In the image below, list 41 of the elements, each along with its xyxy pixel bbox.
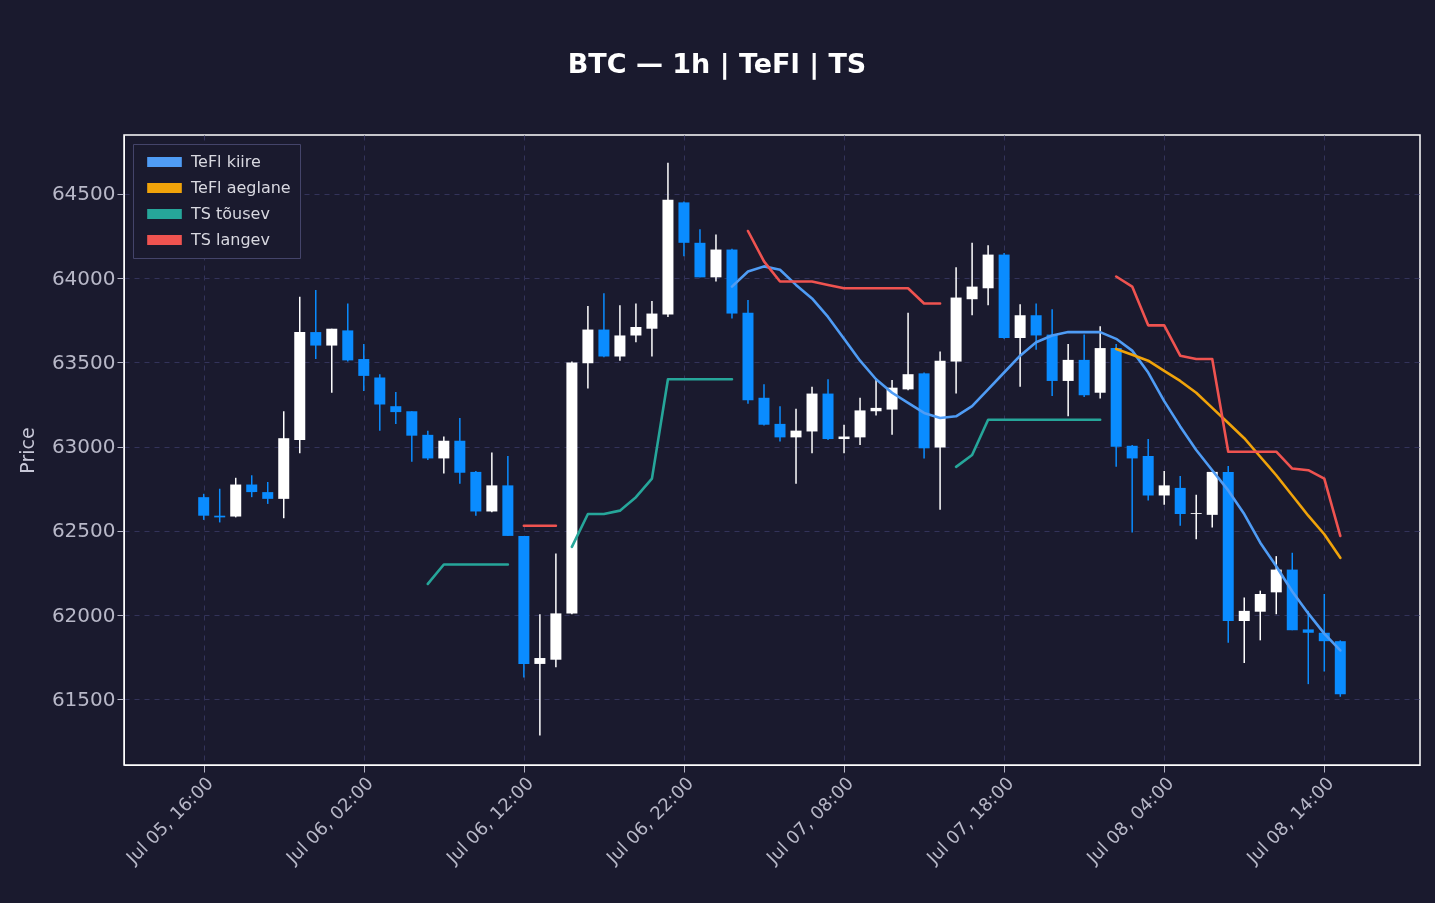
line-series [1114, 347, 1342, 560]
candlestick [1158, 470, 1170, 506]
candlestick [438, 435, 450, 475]
y-tick-label: 61500 [51, 686, 116, 711]
y-tick-label: 64500 [51, 181, 116, 206]
candlestick [246, 474, 258, 498]
candlestick [1302, 610, 1314, 685]
candlestick [1062, 343, 1074, 418]
candlestick [310, 289, 322, 360]
candlestick [902, 311, 914, 391]
candlestick [1014, 303, 1026, 388]
candlestick [422, 429, 434, 461]
legend-label: TeFl aeglane [190, 178, 291, 197]
legend-label: TS langev [190, 230, 270, 249]
y-axis-title: Price [15, 427, 38, 474]
y-tick-label: 63000 [51, 434, 116, 459]
candlestick [614, 304, 626, 362]
y-tick-label: 62500 [51, 518, 116, 543]
candlestick [1190, 493, 1202, 541]
candlestick [262, 481, 274, 505]
candlestick [198, 493, 210, 521]
y-tick-label: 63500 [51, 349, 116, 374]
candlestick [646, 300, 658, 358]
candlestick [358, 343, 370, 392]
candlestick [1238, 596, 1250, 664]
chart-title: BTC — 1h | TeFl | TS [567, 48, 867, 80]
legend-label: TeFl kiire [190, 152, 261, 171]
candlestick [534, 613, 546, 737]
candlestick [966, 242, 978, 316]
line-series [730, 265, 1342, 652]
candlestick [774, 405, 786, 443]
candlestick [326, 327, 338, 394]
candlestick [630, 302, 642, 343]
y-tick-label: 62000 [51, 602, 116, 627]
legend-label: TS tõusev [190, 204, 270, 223]
candlestick [390, 391, 402, 425]
candlestick [1126, 444, 1138, 534]
y-tick-label: 64000 [51, 265, 116, 290]
candlestick [1270, 555, 1282, 615]
candlestick [1254, 589, 1266, 642]
candlestick [1030, 302, 1042, 351]
